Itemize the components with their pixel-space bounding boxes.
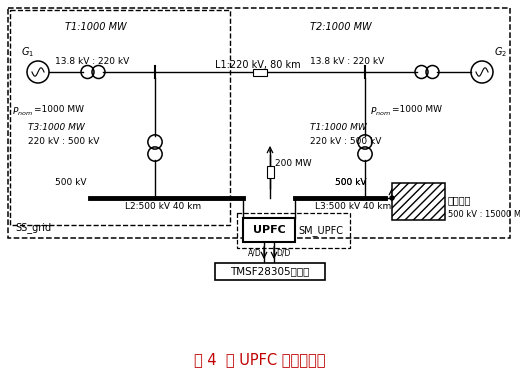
- Text: T2:1000 MW: T2:1000 MW: [310, 22, 372, 32]
- Text: 图 4  含 UPFC 的仿真系统: 图 4 含 UPFC 的仿真系统: [194, 353, 326, 367]
- Text: =1000 MW: =1000 MW: [392, 105, 442, 114]
- Text: L1:220 kV, 80 km: L1:220 kV, 80 km: [215, 60, 301, 70]
- Text: L2:500 kV 40 km: L2:500 kV 40 km: [125, 202, 201, 211]
- Text: A/D: A/D: [248, 248, 262, 257]
- Text: T1:1000 MW: T1:1000 MW: [310, 123, 367, 132]
- Bar: [243, 218, 295, 242]
- Text: =1000 MW: =1000 MW: [34, 105, 84, 114]
- Bar: [392, 183, 445, 220]
- Text: 13.8 kV : 220 kV: 13.8 kV : 220 kV: [310, 57, 384, 66]
- Text: 松弛节点: 松弛节点: [448, 195, 472, 205]
- Text: L3:500 kV 40 km: L3:500 kV 40 km: [315, 202, 391, 211]
- Text: 500 kV : 15000 MVA: 500 kV : 15000 MVA: [448, 210, 520, 219]
- Text: SM_UPFC: SM_UPFC: [298, 225, 343, 236]
- Text: 200 MW: 200 MW: [275, 158, 311, 167]
- Text: 13.8 kV : 220 kV: 13.8 kV : 220 kV: [55, 57, 129, 66]
- Text: T1:1000 MW: T1:1000 MW: [65, 22, 127, 32]
- Bar: [10, 10, 230, 225]
- Text: TMSF28305控制板: TMSF28305控制板: [230, 266, 310, 277]
- Text: 500 kV: 500 kV: [335, 178, 367, 187]
- Text: 500 kV: 500 kV: [55, 178, 86, 187]
- Text: $P_{nom}$: $P_{nom}$: [370, 105, 391, 117]
- Text: $G_2$: $G_2$: [494, 45, 507, 59]
- Text: 220 kV : 500 kV: 220 kV : 500 kV: [28, 137, 99, 146]
- Text: T3:1000 MW: T3:1000 MW: [28, 123, 85, 132]
- Text: $P_{nom}$: $P_{nom}$: [12, 105, 33, 117]
- Text: 220 kV : 500 kV: 220 kV : 500 kV: [310, 137, 381, 146]
- Text: D/D: D/D: [276, 248, 290, 257]
- Bar: [8, 8, 510, 238]
- Bar: [215, 263, 325, 280]
- Text: SS_grid: SS_grid: [15, 222, 51, 233]
- Bar: [267, 165, 274, 177]
- Bar: [253, 69, 267, 76]
- Text: 500 kV: 500 kV: [335, 178, 367, 187]
- Bar: [237, 213, 350, 248]
- Text: $G_1$: $G_1$: [21, 45, 35, 59]
- Text: UPFC: UPFC: [253, 225, 285, 235]
- Circle shape: [390, 196, 394, 200]
